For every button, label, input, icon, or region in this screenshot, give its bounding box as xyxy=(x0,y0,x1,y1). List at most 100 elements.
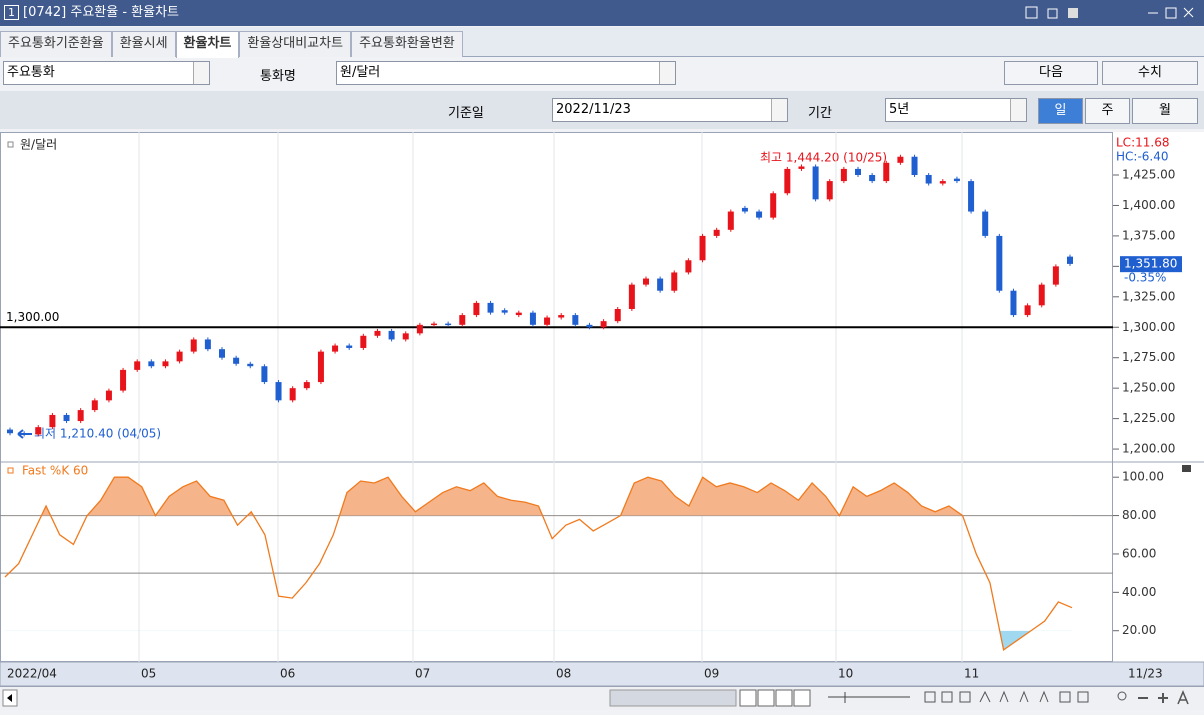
candle-body xyxy=(939,181,946,184)
scroll-thumb[interactable] xyxy=(609,689,737,707)
nav-button[interactable] xyxy=(757,689,775,707)
candle-body xyxy=(473,302,480,316)
candle-body xyxy=(360,335,367,348)
candle-body xyxy=(233,357,240,364)
candle-body xyxy=(21,433,28,435)
zoom-slider[interactable] xyxy=(828,692,910,703)
panel-button[interactable] xyxy=(1182,465,1191,472)
reference-label: 1,300.00 xyxy=(6,310,59,324)
dropdown-arrow[interactable] xyxy=(193,62,209,84)
candle-body xyxy=(148,361,155,367)
window-icons xyxy=(1025,6,1194,19)
tool[interactable] xyxy=(1177,690,1189,705)
tool[interactable] xyxy=(1059,691,1071,703)
candle-body xyxy=(176,351,183,362)
date-input[interactable]: 2022/11/23 xyxy=(552,98,788,122)
dropdown-arrow[interactable] xyxy=(659,62,675,84)
nav-button[interactable] xyxy=(775,689,793,707)
group-select[interactable]: 주요통화 xyxy=(3,61,210,85)
icon[interactable] xyxy=(1025,6,1038,19)
candle-body xyxy=(741,207,748,212)
tab[interactable]: 환율차트 xyxy=(175,31,240,58)
period: 5년 xyxy=(889,102,910,117)
candle-body xyxy=(487,302,494,313)
candle-body xyxy=(317,351,324,383)
tool[interactable] xyxy=(979,690,1049,703)
high-label: 최고 1,444.20 (10/25) xyxy=(760,151,887,165)
candle-body xyxy=(91,400,98,411)
date-label: 기준일 xyxy=(448,106,484,121)
candle-body xyxy=(953,178,960,182)
group: 주요통화 xyxy=(7,65,55,80)
period-select[interactable]: 5년 xyxy=(885,98,1027,122)
candle-body xyxy=(925,174,932,184)
maximize[interactable] xyxy=(1165,7,1177,19)
indicator-title: Fast %K 60 xyxy=(22,464,88,478)
candle-body xyxy=(558,315,565,318)
candle-body xyxy=(699,235,706,261)
nav-button[interactable] xyxy=(793,689,811,707)
candle-body xyxy=(1010,290,1017,316)
tab[interactable]: 주요통화기준환율 xyxy=(0,31,112,57)
candle-body xyxy=(275,382,282,401)
last-price: 1,351.80 xyxy=(1124,257,1177,271)
tab[interactable]: 환율상대비교차트 xyxy=(239,31,352,57)
chart-bg xyxy=(0,132,1204,686)
y-tick-label: 1,325.00 xyxy=(1122,289,1175,303)
interval-button[interactable]: 주 xyxy=(1085,98,1130,124)
candle-body xyxy=(374,330,381,336)
arrow xyxy=(7,694,12,702)
tool[interactable] xyxy=(924,691,936,703)
candle-body xyxy=(770,193,777,218)
calendar-button[interactable] xyxy=(771,99,787,121)
y-tick-label: 80.00 xyxy=(1122,508,1156,522)
candle-body xyxy=(431,323,437,326)
next-button[interactable]: 다음 xyxy=(1004,61,1098,85)
dropdown-arrow[interactable] xyxy=(1010,99,1026,121)
icon[interactable] xyxy=(1068,8,1078,18)
icon[interactable] xyxy=(1047,8,1058,19)
tool[interactable] xyxy=(959,691,971,703)
y-tick-label: 1,200.00 xyxy=(1122,442,1175,456)
candle-body xyxy=(657,278,664,291)
scroll-bar xyxy=(0,686,1204,710)
tool[interactable] xyxy=(941,691,953,703)
y-tick-label: 100.00 xyxy=(1122,470,1164,484)
candle-body xyxy=(529,312,536,325)
candle-body xyxy=(289,388,296,401)
tab[interactable]: 환율시세 xyxy=(111,31,176,57)
interval-button[interactable]: 일 xyxy=(1038,98,1083,124)
candle-body xyxy=(812,166,819,200)
y-tick-label: 1,300.00 xyxy=(1122,320,1175,334)
candle-body xyxy=(105,390,112,401)
legend-marker xyxy=(7,467,14,474)
x-tick-label: 08 xyxy=(556,667,571,681)
x-tick-label: 10 xyxy=(838,667,853,681)
y-tick-label: 40.00 xyxy=(1122,585,1156,599)
tab[interactable]: 주요통화환율변환 xyxy=(351,31,463,57)
last-price-box xyxy=(1120,256,1182,273)
zoom-tool[interactable] xyxy=(1117,691,1127,701)
currency: 원/달러 xyxy=(340,65,381,80)
tool[interactable] xyxy=(1077,691,1089,703)
values-button[interactable]: 수치 xyxy=(1102,61,1198,85)
candle-body xyxy=(614,308,621,322)
candle-body xyxy=(911,156,918,175)
x-tick-label: 05 xyxy=(141,667,156,681)
candle-body xyxy=(402,333,409,340)
nav-button[interactable] xyxy=(739,689,757,707)
candle-body xyxy=(1038,284,1045,306)
x-tick-label: 09 xyxy=(704,667,719,681)
candle-body xyxy=(501,310,508,313)
title-bar: 1 [0742] 주요환율 - 환율차트 xyxy=(0,0,1204,26)
y-tick-label: 1,275.00 xyxy=(1122,350,1175,364)
tool-icons xyxy=(924,690,1189,705)
candle-body xyxy=(968,181,975,212)
candle-body xyxy=(826,181,833,200)
currency-select[interactable]: 원/달러 xyxy=(336,61,676,85)
candle-body xyxy=(388,330,395,340)
close[interactable] xyxy=(1183,7,1194,18)
tool[interactable] xyxy=(1138,693,1168,703)
candle-body xyxy=(840,168,847,182)
interval-button[interactable]: 월 xyxy=(1132,98,1198,124)
